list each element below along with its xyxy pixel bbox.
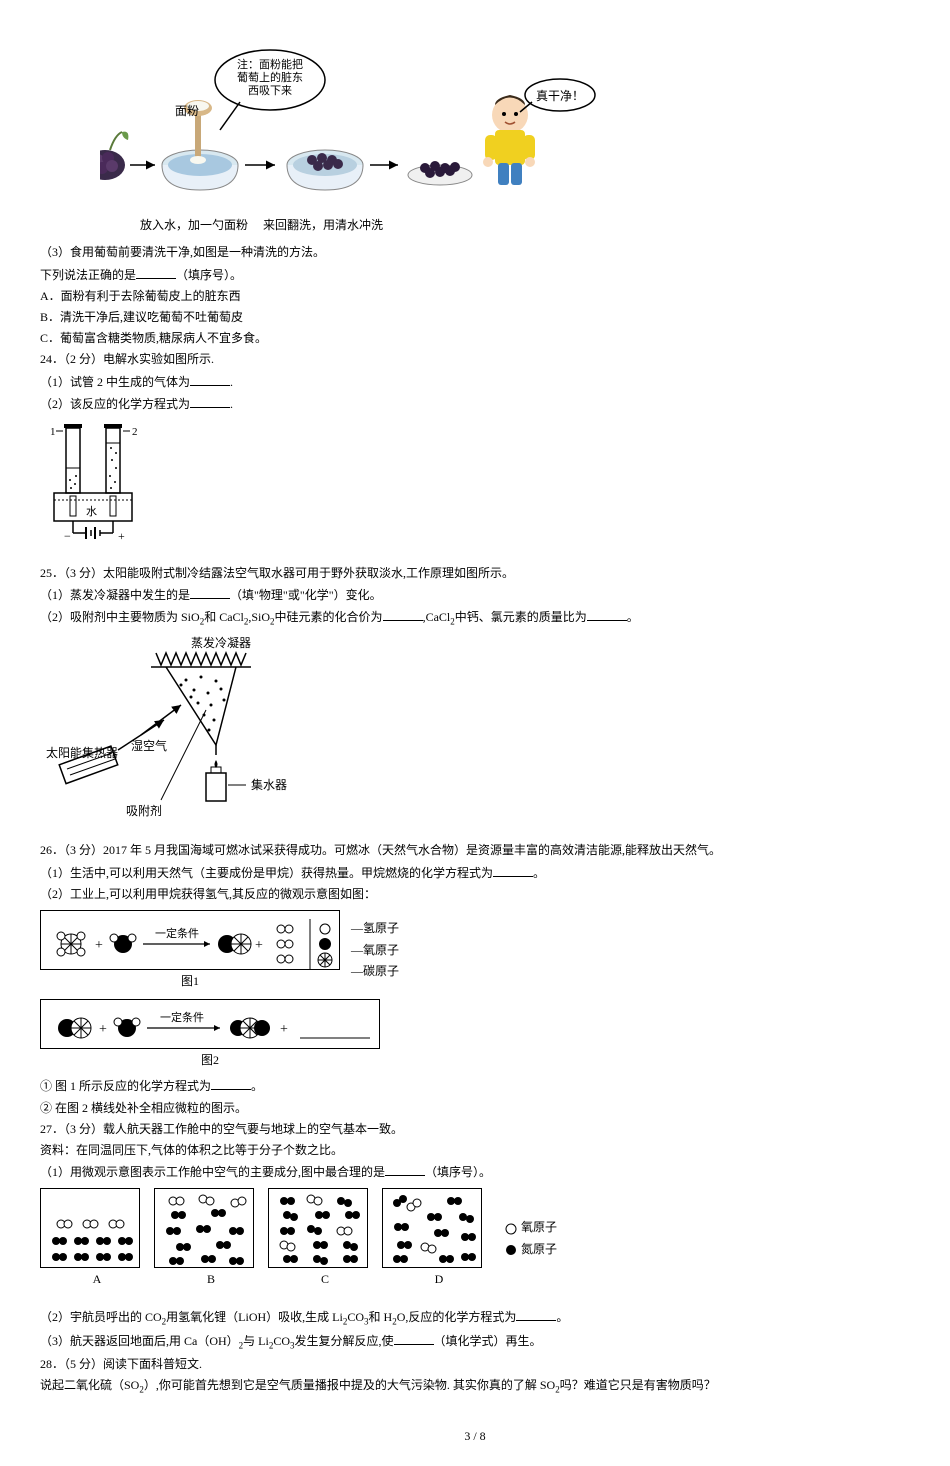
q26-title: 26．（3 分）2017 年 5 月我国海域可燃冰试采获得成功。可燃冰（天然气水… [40, 841, 910, 860]
q27-p2: （2）宇航员呼出的 CO2用氢氧化锂（LiOH）吸收,生成 Li2CO3和 H2… [40, 1307, 910, 1329]
electrolysis-figure: 1 2 水 − + [46, 418, 910, 554]
q23-optC: C．葡萄富含糖类物质,糖尿病人不宜多食。 [40, 329, 910, 348]
q23-optB: B．清洗干净后,建议吃葡萄不吐葡萄皮 [40, 308, 910, 327]
svg-text:真干净！: 真干净！ [536, 89, 584, 103]
svg-text:西吸下来: 西吸下来 [248, 84, 292, 97]
q27-p3: （3）航天器返回地面后,用 Ca（OH）2与 Li2CO3发生复分解反应,使（填… [40, 1331, 910, 1353]
blank[interactable] [394, 1331, 434, 1345]
blank[interactable] [190, 585, 230, 599]
svg-text:湿空气: 湿空气 [131, 738, 167, 753]
blank[interactable] [385, 1162, 425, 1176]
q24-p2: （2）该反应的化学方程式为. [40, 394, 910, 414]
q25-p1: （1）蒸发冷凝器中发生的是（填"物理"或"化学"）变化。 [40, 585, 910, 605]
q26-s2: ② 在图 2 横线处补全相应微粒的图示。 [40, 1099, 910, 1118]
svg-text:太阳能集热器: 太阳能集热器 [46, 745, 118, 760]
svg-text:蒸发冷凝器: 蒸发冷凝器 [191, 635, 251, 650]
air-box-b: B [154, 1188, 268, 1289]
air-box-a: A [40, 1188, 154, 1289]
blank[interactable] [136, 265, 176, 279]
svg-text:+: + [280, 1022, 288, 1037]
air-box-d: D [382, 1188, 496, 1289]
blank[interactable] [383, 607, 423, 621]
q26-p2: （2）工业上,可以利用甲烷获得氢气,其反应的微观示意图如图： [40, 885, 910, 904]
q26-p1: （1）生活中,可以利用天然气（主要成份是甲烷）获得热量。甲烷燃烧的化学方程式为。 [40, 863, 910, 883]
svg-text:+: + [118, 529, 125, 543]
svg-text:吸附剂: 吸附剂 [126, 803, 162, 818]
svg-text:+: + [255, 938, 263, 953]
air-boxes-row: A B [40, 1188, 910, 1289]
svg-text:注：面粉能把: 注：面粉能把 [237, 57, 303, 71]
q24-p1: （1）试管 2 中生成的气体为. [40, 372, 910, 392]
q28-body: 说起二氧化硫（SO2）,你可能首先想到它是空气质量播报中提及的大气污染物. 其实… [40, 1376, 910, 1397]
q25-title: 25．（3 分）太阳能吸附式制冷结露法空气取水器可用于野外获取淡水,工作原理如图… [40, 564, 910, 583]
grape-wash-figure: 注：面粉能把 葡萄上的脏东 西吸下来 面粉 真干 [100, 40, 910, 235]
molecule-fig1-row: + 一定条件 + [40, 910, 910, 991]
blank[interactable] [587, 607, 627, 621]
svg-text:一定条件: 一定条件 [160, 1010, 204, 1024]
svg-text:水: 水 [86, 505, 97, 518]
blank[interactable] [493, 863, 533, 877]
grape-wash-svg: 注：面粉能把 葡萄上的脏东 西吸下来 面粉 真干 [100, 40, 600, 210]
svg-text:+: + [95, 938, 103, 953]
solar-figure: 蒸发冷凝器 湿空气 太阳能集热器 集水器 吸附剂 [46, 635, 910, 831]
step2-caption: 来回翻洗，用清水冲洗 [263, 218, 383, 232]
page-number: 3 / 8 [40, 1427, 910, 1446]
air-legend: 氧原子 氮原子 [504, 1217, 557, 1260]
svg-text:葡萄上的脏东: 葡萄上的脏东 [237, 70, 303, 84]
blank[interactable] [516, 1307, 556, 1321]
q25-p2: （2）吸附剂中主要物质为 SiO2和 CaCl2,SiO2中硅元素的化合价为,C… [40, 607, 910, 629]
wash-captions: 放入水，加一勺面粉 来回翻洗，用清水冲洗 [140, 216, 910, 235]
q27-data: 资料：在同温同压下,气体的体积之比等于分子个数之比。 [40, 1141, 910, 1160]
q28-title: 28．（5 分）阅读下面科普短文. [40, 1355, 910, 1374]
blank[interactable] [190, 394, 230, 408]
molecule-legend: —氢原子 —氧原子 —碳原子 [351, 918, 399, 983]
mol-box-1: + 一定条件 + [40, 910, 340, 970]
blank[interactable] [190, 372, 230, 386]
svg-text:2: 2 [132, 426, 138, 438]
mol-box-2: + 一定条件 + [40, 999, 380, 1049]
molecule-fig2-row: + 一定条件 + [40, 999, 910, 1070]
q24-title: 24．（2 分）电解水实验如图所示. [40, 350, 910, 369]
svg-text:+: + [99, 1022, 107, 1037]
air-box-c: C [268, 1188, 382, 1289]
svg-text:−: − [64, 529, 71, 543]
q23-prompt: 下列说法正确的是（填序号）。 [40, 265, 910, 285]
flour-label: 面粉 [175, 104, 199, 118]
q27-p1: （1）用微观示意图表示工作舱中空气的主要成分,图中最合理的是（填序号）。 [40, 1162, 910, 1182]
svg-text:一定条件: 一定条件 [155, 926, 199, 940]
q26-s1: ① 图 1 所示反应的化学方程式为。 [40, 1076, 910, 1096]
q27-title: 27．（3 分）载人航天器工作舱中的空气要与地球上的空气基本一致。 [40, 1120, 910, 1139]
q23-optA: A．面粉有利于去除葡萄皮上的脏东西 [40, 287, 910, 306]
step1-caption: 放入水，加一勺面粉 [140, 218, 248, 232]
q23-stem: （3）食用葡萄前要清洗干净,如图是一种清洗的方法。 [40, 243, 910, 262]
svg-text:集水器: 集水器 [251, 777, 287, 792]
svg-text:1: 1 [50, 426, 56, 438]
blank[interactable] [211, 1076, 251, 1090]
